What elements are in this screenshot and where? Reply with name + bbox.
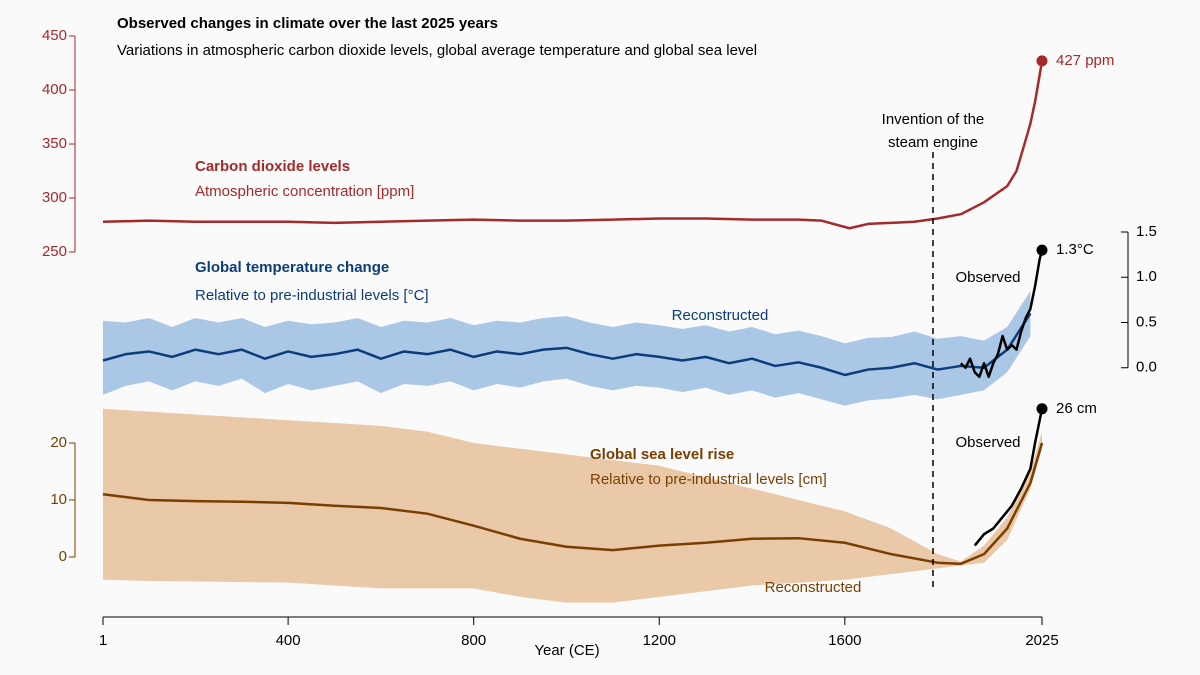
series-line [102, 442, 1044, 566]
series-line [959, 249, 1044, 379]
y-tick-label: 0.0 [1136, 359, 1157, 376]
y-tick-label: 300 [42, 189, 67, 206]
uncertainty-band [103, 408, 1042, 603]
panel-subtitle: Relative to pre-industrial levels [cm] [590, 471, 827, 488]
x-tick-label: 1 [99, 632, 107, 649]
y-tick-label: 350 [42, 135, 67, 152]
x-tick-label: 800 [461, 632, 486, 649]
value-label: 1.3°C [1056, 241, 1094, 258]
panel-title: Global sea level rise [590, 446, 734, 463]
annotation-text: steam engine [888, 134, 978, 151]
y-tick-label: 250 [42, 243, 67, 260]
y-tick-label: 0.5 [1136, 313, 1157, 330]
y-tick-label: 450 [42, 27, 67, 44]
series-label: Reconstructed [765, 579, 862, 596]
annotation-text: Invention of the [882, 111, 985, 128]
x-tick-label: 1600 [828, 632, 861, 649]
y-tick-label: 10 [50, 491, 67, 508]
series-label: Reconstructed [672, 307, 769, 324]
y-tick-label: 400 [42, 81, 67, 98]
panel-title: Carbon dioxide levels [195, 158, 350, 175]
series-label: Observed [955, 269, 1020, 286]
end-point [1036, 244, 1048, 256]
y-tick-label: 0 [59, 548, 67, 565]
y-tick-label: 20 [50, 434, 67, 451]
value-label: 427 ppm [1056, 52, 1114, 69]
series-line [102, 312, 1032, 377]
y-tick-label: 1.5 [1136, 223, 1157, 240]
x-tick-label: 2025 [1025, 632, 1058, 649]
series-line [102, 60, 1044, 230]
chart-subtitle: Variations in atmospheric carbon dioxide… [117, 42, 757, 59]
y-tick-label: 1.0 [1136, 268, 1157, 285]
series-label: Observed [955, 434, 1020, 451]
end-point [1036, 55, 1048, 67]
chart-title: Observed changes in climate over the las… [117, 15, 498, 32]
panel-title: Global temperature change [195, 259, 389, 276]
x-tick-label: 400 [276, 632, 301, 649]
series-line [973, 408, 1044, 547]
end-point [1036, 403, 1048, 415]
panel-subtitle: Atmospheric concentration [ppm] [195, 183, 414, 200]
x-axis-label: Year (CE) [534, 642, 599, 659]
value-label: 26 cm [1056, 400, 1097, 417]
x-tick-label: 1200 [643, 632, 676, 649]
panel-subtitle: Relative to pre-industrial levels [°C] [195, 287, 429, 304]
